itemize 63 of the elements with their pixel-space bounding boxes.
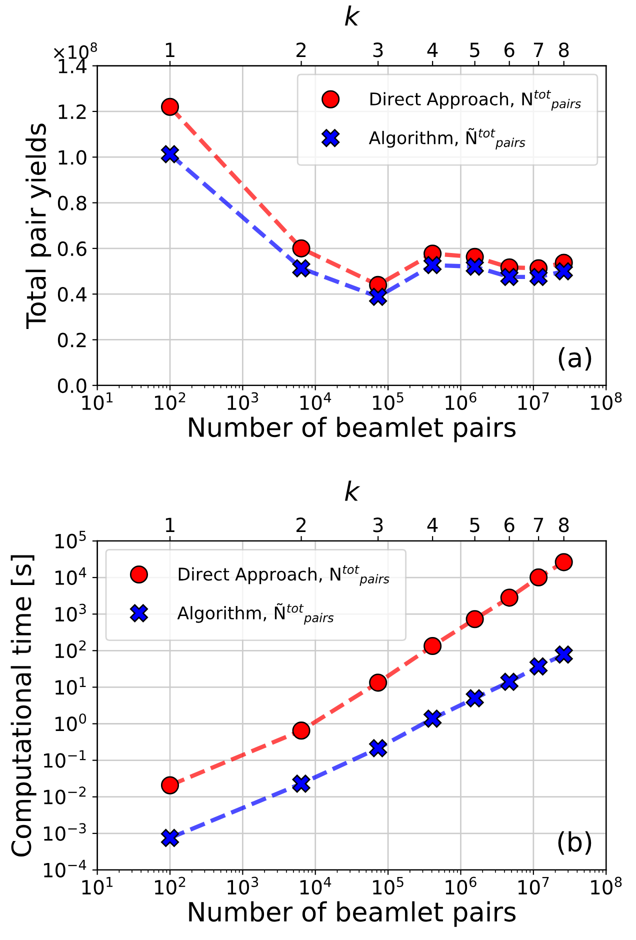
annotation: (a) (558, 347, 592, 371)
y-tick-label: 0.8 (58, 196, 86, 210)
x-tick-label: 10$^{7}$ (518, 876, 549, 895)
x-tick-label: 10$^{3}$ (228, 392, 258, 410)
x-tick-label: 10$^{1}$ (82, 392, 113, 410)
annotation: 1 (166, 42, 174, 57)
annotation: 7 (534, 518, 544, 532)
annotation: 2 (296, 518, 306, 532)
x-tick-label: 10$^{2}$ (155, 876, 186, 895)
x2-axis-title: k (344, 5, 360, 26)
annotation: 4 (427, 42, 438, 57)
legend-label: Direct Approach, N$^{tot}$$_{pairs}$ (370, 90, 581, 111)
legend-label: Algorithm, Ñ$^{tot}$$_{pairs}$ (177, 603, 334, 625)
x-tick-label: 10$^{5}$ (373, 392, 404, 410)
x-tick-label: 10$^{6}$ (446, 392, 476, 410)
annotation: (b) (558, 831, 592, 855)
y-tick-label: 10$^{−2}$ (44, 786, 86, 804)
y-tick-label: 10$^{0}$ (56, 713, 86, 732)
annotation: 3 (373, 42, 383, 58)
x-tick-label: 10$^{2}$ (155, 392, 186, 410)
x-tick-label: 10$^{7}$ (518, 392, 549, 410)
y-axis-title: Computational time [s] (10, 555, 36, 857)
x-tick-label: 10$^{6}$ (446, 876, 476, 895)
y-axis-title: Total pair yields (26, 124, 52, 329)
y-tick-label: 10$^{−1}$ (44, 750, 86, 768)
annotation: 6 (504, 518, 514, 532)
annotation: 8 (558, 518, 569, 532)
annotation: 5 (470, 518, 480, 532)
y-tick-label: 10$^{4}$ (56, 567, 86, 586)
x-tick-label: 10$^{8}$ (591, 876, 622, 895)
y-tick-label: 10$^{2}$ (56, 640, 86, 658)
x-tick-label: 10$^{1}$ (82, 876, 113, 895)
annotation: 4 (427, 518, 438, 532)
y-tick-label: 1.0 (58, 150, 86, 165)
x-tick-label: 10$^{4}$ (300, 392, 332, 410)
y-tick-label: 0.0 (58, 378, 86, 394)
x-axis-title: Number of beamlet pairs (189, 901, 516, 927)
legend-label: Algorithm, Ñ$^{tot}$$_{pairs}$ (368, 128, 526, 150)
x-tick-label: 10$^{4}$ (300, 876, 332, 895)
x-tick-label: 10$^{5}$ (373, 876, 404, 895)
y-tick-label: 0.4 (58, 287, 86, 302)
y-tick-label: 0.2 (58, 332, 86, 348)
annotation: 1 (166, 518, 174, 532)
text: ×10$^{8}$ (54, 42, 97, 59)
annotation: 3 (373, 518, 383, 532)
y-tick-label: 10$^{5}$ (56, 530, 86, 548)
annotation: 5 (470, 42, 480, 58)
y-tick-label: 0.6 (58, 241, 86, 256)
y-tick-label: 10$^{−4}$ (44, 860, 86, 878)
x-axis-title: Number of beamlet pairs (189, 416, 516, 442)
annotation: 2 (296, 42, 306, 57)
annotation: 7 (534, 42, 544, 57)
x-tick-label: 10$^{8}$ (591, 392, 622, 410)
y-tick-label: 10$^{3}$ (56, 604, 86, 622)
x2-axis-title: k (344, 480, 360, 501)
y-tick-label: 10$^{1}$ (56, 677, 86, 695)
y-tick-label: 1.2 (58, 104, 86, 119)
y-tick-label: 1.4 (58, 59, 86, 74)
annotation: 8 (558, 42, 569, 58)
legend-label: Direct Approach, N$^{tot}$$_{pairs}$ (178, 565, 390, 586)
y-tick-label: 10$^{−3}$ (44, 823, 86, 841)
annotation: 6 (504, 42, 514, 58)
x-tick-label: 10$^{3}$ (228, 876, 258, 895)
